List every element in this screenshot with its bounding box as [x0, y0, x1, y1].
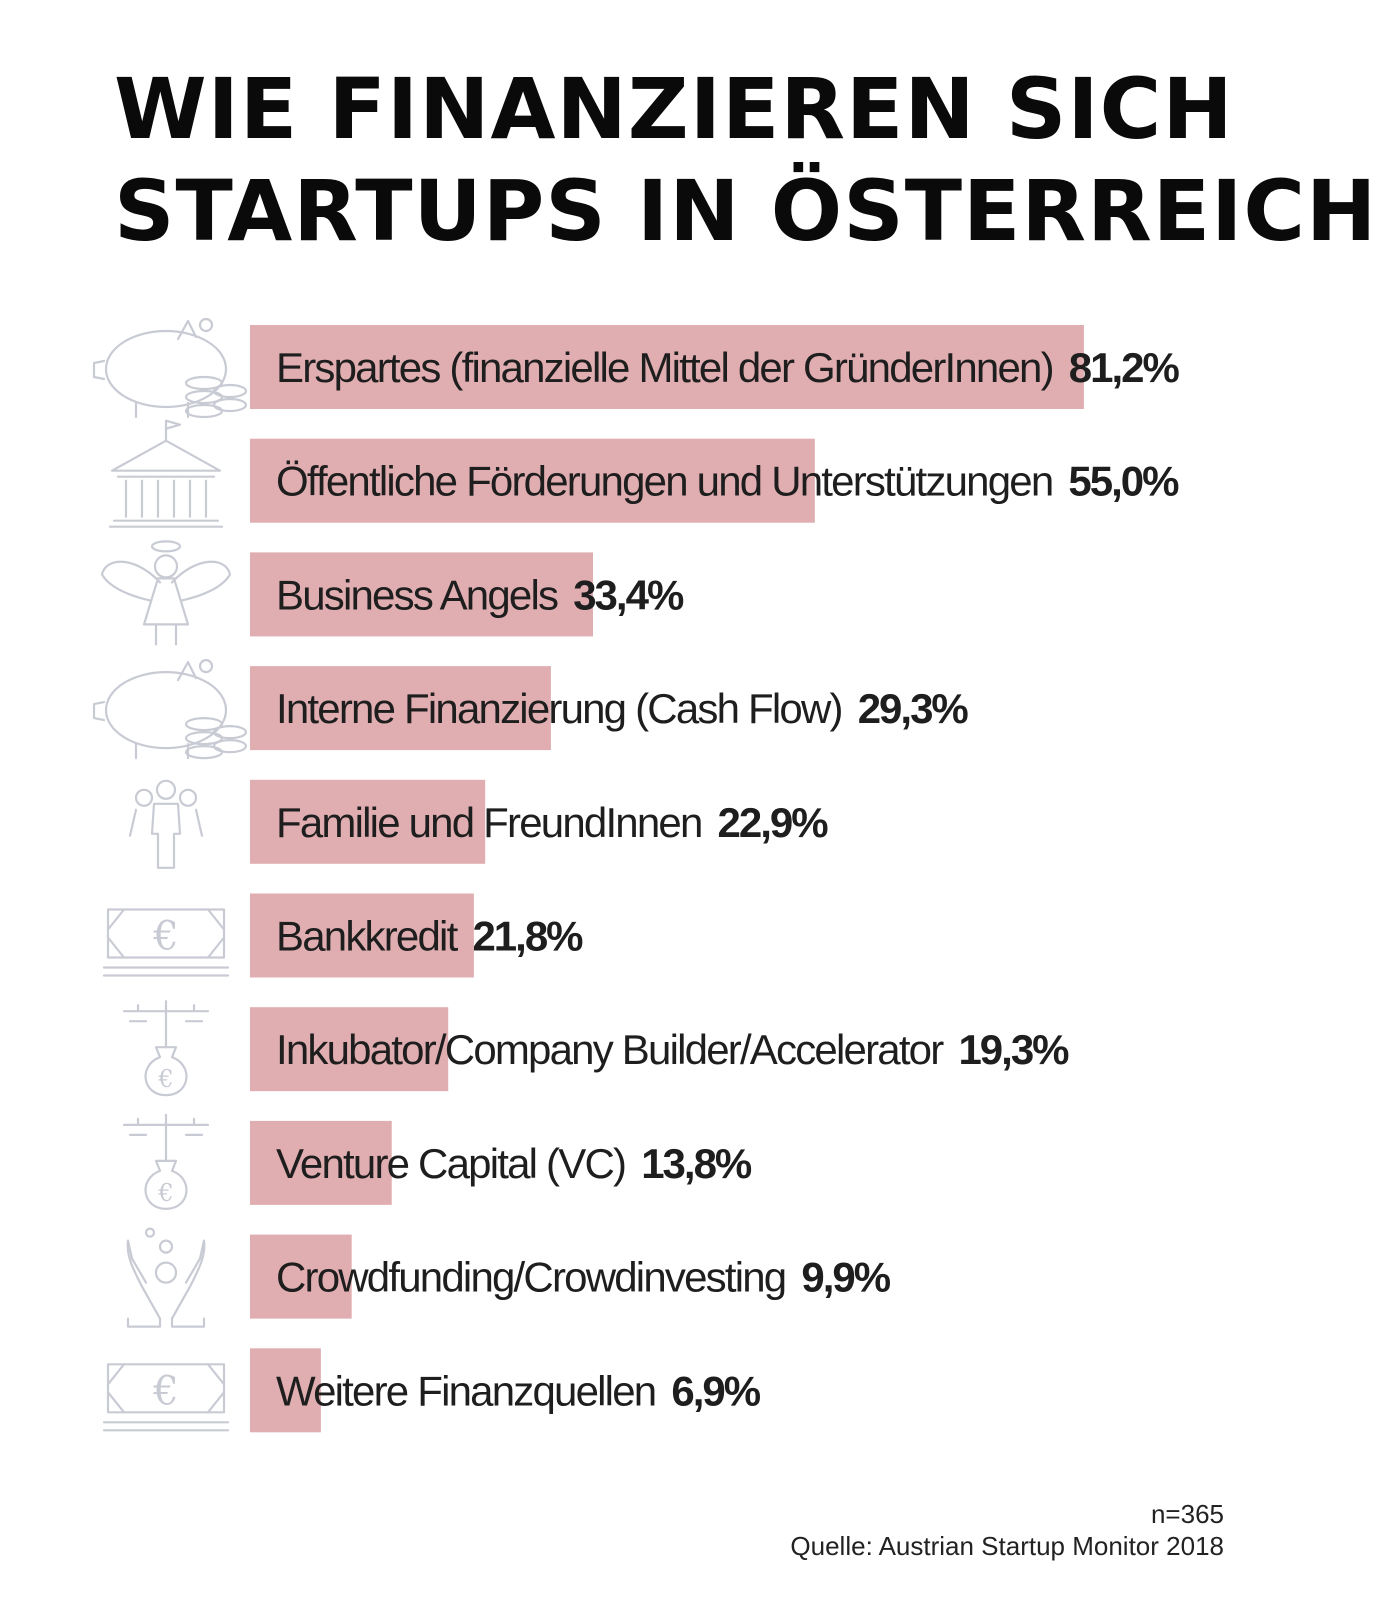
money-bag-tree-icon: [122, 1000, 210, 1097]
chart-title-line-2: STARTUPS IN ÖSTERREICH?: [114, 162, 1376, 260]
bar-value-label-10: 6,9%: [671, 1367, 760, 1414]
bar-value-label-5: 22,9%: [718, 799, 829, 846]
bar-6: [250, 893, 474, 978]
money-bag-tree-icon: [122, 1113, 210, 1211]
bar-1: [250, 325, 1084, 409]
bar-label-5: Familie und FreundInnen: [276, 799, 702, 846]
bar-value-label-8: 13,8%: [641, 1140, 752, 1187]
bar-10: [250, 1348, 321, 1433]
bar-5: [250, 779, 486, 864]
bar-value-label-1: 81,2%: [1069, 344, 1180, 391]
bar-label-8: Venture Capital (VC): [276, 1140, 625, 1187]
bar-label-9: Crowdfunding/Crowdinvesting: [276, 1254, 785, 1301]
source-note: Quelle: Austrian Startup Monitor 2018: [790, 1531, 1224, 1561]
bar-value-label-2: 55,0%: [1068, 458, 1179, 505]
bar-label-10: Weitere Finanzquellen: [276, 1367, 655, 1414]
bar-label-1: Erspartes (finanzielle Mittel der Gründe…: [276, 344, 1053, 391]
bar-value-label-7: 19,3%: [958, 1026, 1069, 1073]
bar-label-4: Interne Finanzierung (Cash Flow): [276, 685, 842, 732]
sample-size-note: n=365: [1150, 1499, 1224, 1529]
hands-coins-icon: [126, 1227, 206, 1328]
bar-label-6: Bankkredit: [276, 913, 459, 960]
bar-3: [250, 552, 594, 637]
bar-4: [250, 666, 551, 751]
bar-8: [250, 1120, 392, 1205]
bar-label-7: Inkubator/Company Builder/Accelerator: [276, 1026, 944, 1073]
chart-footer: n=365 Quelle: Austrian Startup Monitor 2…: [790, 1498, 1224, 1562]
chart-title-line-1: WIE FINANZIEREN SICH: [114, 60, 1234, 158]
piggy-bank-coins-icon: [92, 658, 248, 760]
bar-7: [250, 1007, 449, 1092]
bar-label-2: Öffentliche Förderungen und Unterstützun…: [276, 458, 1052, 505]
piggy-bank-coins-icon: [92, 317, 248, 419]
bar-value-label-4: 29,3%: [858, 685, 969, 732]
bar-value-label-3: 33,4%: [573, 571, 684, 618]
chart-title: WIE FINANZIEREN SICH STARTUPS IN ÖSTERRE…: [114, 58, 1376, 262]
euro-banknote-icon: [102, 908, 230, 977]
angel-icon: [100, 540, 232, 646]
bank-building-icon: [108, 419, 224, 528]
bar-label-3: Business Angels: [276, 571, 558, 618]
bar-9: [250, 1234, 352, 1319]
bar-2: [250, 438, 815, 523]
euro-banknote-icon: [102, 1363, 230, 1432]
family-icon: [128, 779, 204, 869]
bar-value-label-6: 21,8%: [472, 913, 583, 960]
bar-value-label-9: 9,9%: [801, 1254, 890, 1301]
